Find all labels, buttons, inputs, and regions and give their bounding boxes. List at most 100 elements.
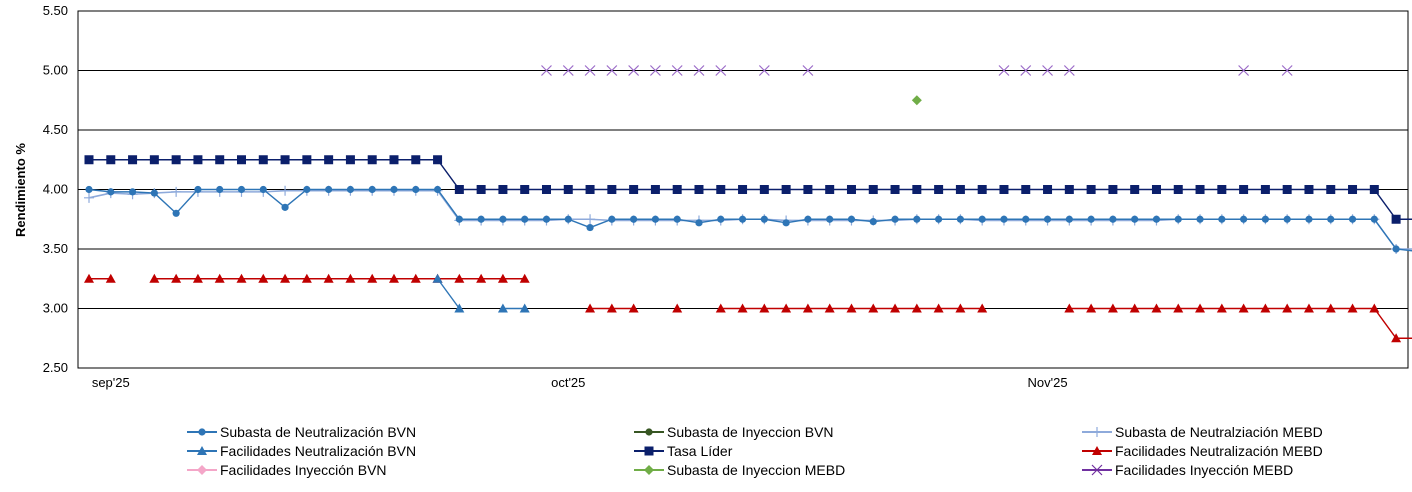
data-point <box>1283 215 1291 223</box>
legend-marker <box>645 428 653 436</box>
legend-marker <box>644 465 654 475</box>
data-point <box>476 185 486 194</box>
data-point <box>1130 185 1140 194</box>
data-point <box>541 65 552 76</box>
data-point <box>1064 185 1074 194</box>
data-point <box>280 185 291 196</box>
data-point <box>586 223 594 232</box>
series-line <box>1069 307 1412 339</box>
data-point <box>454 273 465 283</box>
legend-item: Subasta de Inyeccion MEBD <box>634 462 845 478</box>
data-point <box>1174 215 1182 223</box>
data-point <box>868 185 878 194</box>
data-point <box>999 185 1009 194</box>
data-point <box>935 215 943 223</box>
data-point <box>1261 215 1269 223</box>
data-point <box>717 215 725 223</box>
data-point <box>388 273 399 283</box>
legend-item: Facilidades Inyección MEBD <box>1082 462 1293 478</box>
data-point <box>281 203 289 211</box>
data-point <box>868 303 879 313</box>
data-point <box>1391 333 1402 343</box>
data-point <box>846 185 856 194</box>
data-point <box>650 185 660 194</box>
data-point <box>1022 215 1030 223</box>
data-point <box>759 303 770 313</box>
data-point <box>541 185 551 194</box>
data-point <box>345 273 356 283</box>
data-point <box>1304 185 1314 194</box>
data-point <box>1348 185 1358 194</box>
data-point <box>105 273 116 283</box>
data-point <box>1369 185 1379 194</box>
data-point <box>1282 185 1292 194</box>
series-8 <box>541 65 1293 76</box>
data-point <box>542 215 551 223</box>
data-point <box>432 273 443 283</box>
data-point <box>237 185 246 194</box>
legend-label: Subasta de Inyeccion BVN <box>667 424 834 440</box>
legend-item: Facilidades Neutralización BVN <box>187 443 416 459</box>
series-0 <box>85 185 1412 253</box>
data-point <box>477 215 485 223</box>
data-point <box>325 185 333 194</box>
data-point <box>606 303 617 313</box>
data-point <box>1109 215 1117 223</box>
data-point <box>1086 303 1097 313</box>
data-point <box>345 155 355 165</box>
data-point <box>521 215 529 223</box>
data-point <box>913 215 921 223</box>
y-tick-label: 4.00 <box>43 182 68 197</box>
legend-label: Facilidades Inyección BVN <box>220 462 387 478</box>
data-point <box>693 65 705 76</box>
legend-marker <box>197 465 207 475</box>
data-point <box>107 188 115 196</box>
data-point <box>649 65 661 76</box>
data-point <box>519 303 530 313</box>
data-point <box>998 65 1010 76</box>
data-point <box>1238 65 1250 76</box>
data-point <box>563 185 573 194</box>
series-layer <box>84 65 1412 343</box>
data-point <box>1327 215 1335 223</box>
data-point <box>651 215 660 223</box>
data-point <box>84 155 94 165</box>
legend-item: Subasta de Neutralziación MEBD <box>1082 424 1323 440</box>
data-point <box>802 303 813 313</box>
data-point <box>367 155 377 165</box>
data-point <box>671 65 683 76</box>
data-point <box>280 273 291 283</box>
data-point <box>128 188 137 196</box>
data-point <box>301 273 312 283</box>
data-point <box>1348 215 1357 223</box>
data-point <box>825 185 835 194</box>
legend-item: Tasa Líder <box>634 443 733 459</box>
data-point <box>890 303 901 313</box>
data-point <box>1347 303 1358 313</box>
data-point <box>84 273 94 283</box>
data-point <box>673 215 681 223</box>
data-point <box>955 303 966 313</box>
legend-marker <box>644 446 654 456</box>
legend-marker <box>1091 464 1103 476</box>
data-point <box>672 303 683 313</box>
data-point <box>869 218 877 226</box>
data-point <box>171 155 181 165</box>
data-point <box>1218 215 1226 223</box>
x-tick-label: Nov'25 <box>1028 375 1068 390</box>
data-point <box>1131 215 1139 223</box>
data-point <box>259 185 267 194</box>
data-point <box>520 185 530 194</box>
data-point <box>629 185 639 194</box>
data-point <box>258 273 269 283</box>
data-point <box>781 303 792 313</box>
legend-item: Subasta de Neutralización BVN <box>187 424 416 440</box>
data-point <box>630 215 638 223</box>
data-point <box>1326 185 1336 194</box>
data-point <box>758 65 770 76</box>
legend: Subasta de Neutralización BVN Subasta de … <box>187 424 1323 478</box>
series-7 <box>911 95 922 106</box>
legend-marker <box>197 446 207 455</box>
data-point <box>846 303 857 313</box>
data-point <box>585 303 596 313</box>
